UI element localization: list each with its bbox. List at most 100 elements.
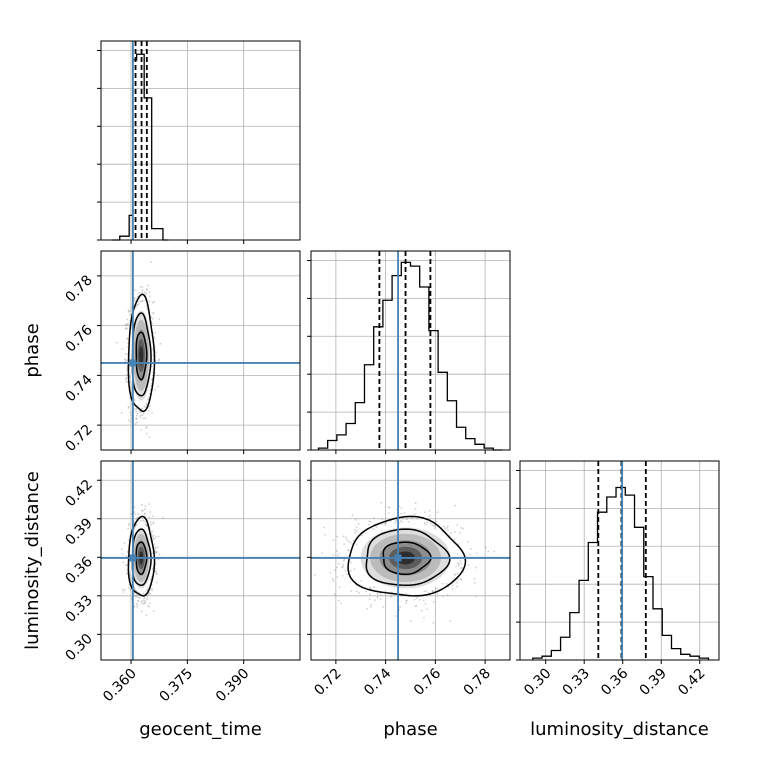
sample-point [145,288,148,291]
sample-point [370,603,373,606]
x-tick-label: 0.33 [560,666,593,699]
sample-point [332,553,335,556]
x-tick-label: 0.78 [461,666,494,699]
sample-point [152,359,155,361]
sample-point [151,515,154,518]
sample-point [150,316,153,319]
sample-point [424,602,427,605]
sample-point [126,564,128,567]
sample-point [135,595,137,598]
sample-point [451,588,454,590]
sample-point [151,322,153,325]
sample-point [133,592,136,595]
sample-point [133,521,136,524]
sample-point [416,517,419,520]
sample-point [143,512,146,515]
sample-point [459,577,462,580]
sample-point [324,534,326,536]
sample-point [127,419,130,422]
sample-point [336,535,339,538]
sample-point [126,367,129,370]
sample-point [155,573,158,576]
sample-point [148,409,150,412]
sample-point [145,304,148,307]
sample-point [139,414,142,417]
sample-point [152,317,154,320]
sample-point [407,520,410,523]
sample-point [422,599,425,602]
sample-point [130,306,133,309]
sample-point [460,579,463,581]
sample-point [144,406,146,408]
sample-point [332,539,335,542]
sample-point [336,566,338,569]
sample-point [436,592,439,595]
sample-point [342,559,345,562]
hist-panel-luminosity_distance [516,460,720,661]
sample-point [369,521,372,523]
sample-point [150,523,153,526]
sample-point [148,300,151,303]
sample-point [157,535,160,538]
sample-point [152,534,155,537]
sample-point [351,514,354,517]
contour-line [127,293,156,413]
sample-point [368,598,371,600]
sample-point [467,564,470,566]
sample-point [151,411,153,414]
sample-point [147,604,149,607]
sample-point [135,518,138,520]
sample-point [125,380,128,383]
sample-point [148,516,151,519]
sample-point [155,581,158,584]
sample-point [152,522,155,525]
sample-point [115,341,118,344]
sample-point [149,511,152,513]
sample-point [138,596,141,599]
sample-point [390,596,393,598]
sample-point [143,291,146,294]
sample-point [153,537,156,540]
sample-point [373,599,376,602]
sample-point [158,318,161,321]
sample-point [136,304,138,307]
sample-point [129,411,132,414]
sample-point [127,310,130,313]
sample-point [426,521,429,524]
hist-panel-geocent_time [97,40,301,241]
sample-point [354,518,357,521]
sample-point [474,581,476,584]
sample-point [400,512,402,515]
sample-point [372,517,375,519]
sample-point [469,553,471,556]
sample-point [450,532,452,534]
sample-point [414,605,417,608]
sample-point [155,552,158,554]
sample-point [431,590,434,593]
sample-point [141,600,143,603]
sample-point [150,532,153,535]
sample-point [456,524,459,527]
sample-point [126,352,129,355]
sample-point [389,520,392,522]
sample-point [134,422,137,425]
sample-point [151,530,154,533]
sample-point [153,543,156,546]
sample-point [344,569,347,572]
sample-point [149,389,152,392]
sample-point [354,529,356,531]
sample-point [428,509,431,512]
sample-point [130,597,133,600]
sample-point [431,590,434,593]
sample-point [126,572,129,575]
sample-point [152,537,155,540]
sample-point [124,360,127,363]
contour-line [135,331,148,381]
sample-point [334,569,336,572]
sample-point [148,405,151,408]
sample-point [128,323,131,326]
axes-frame [519,460,720,661]
x-tick-label: 0.76 [411,665,444,698]
sample-point [415,604,418,607]
histogram-geocent_time [112,53,169,241]
